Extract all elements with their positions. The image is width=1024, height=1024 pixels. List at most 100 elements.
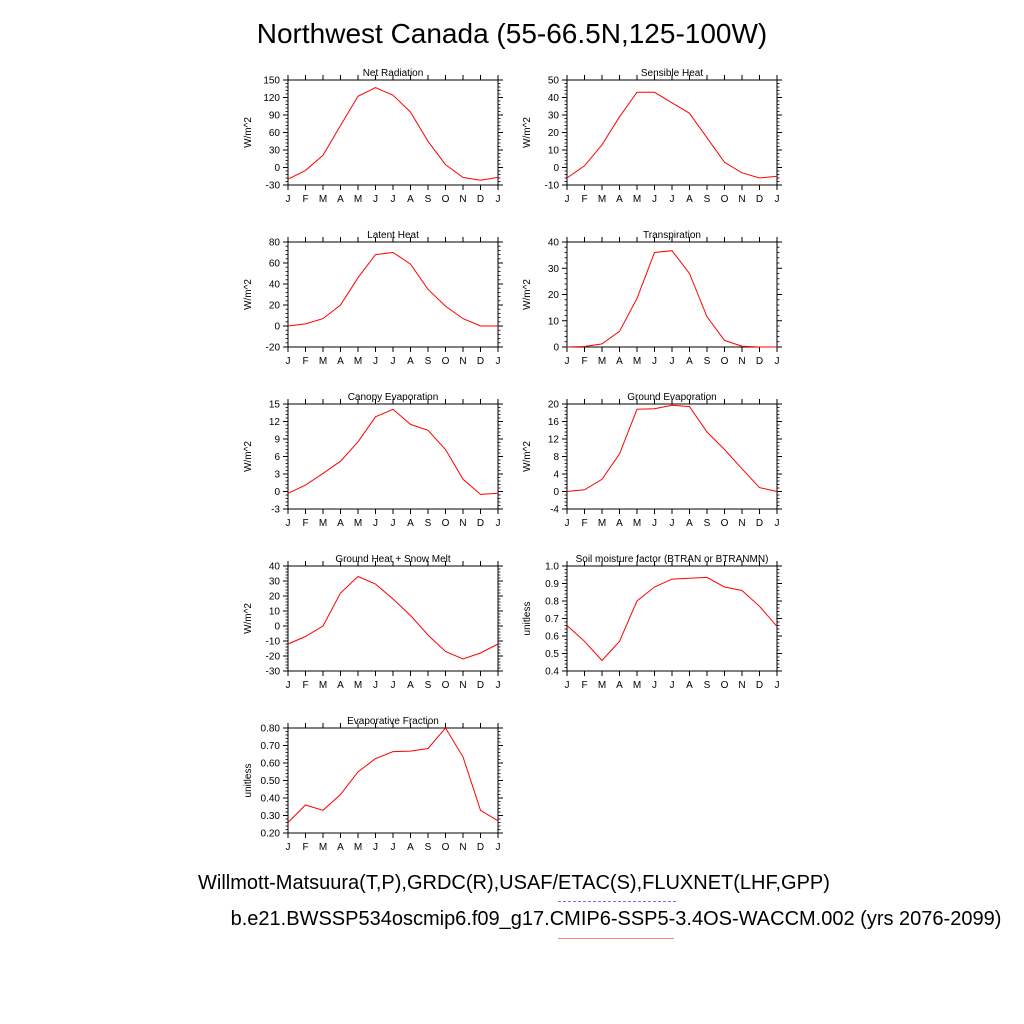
y-tick-label: 40	[269, 280, 281, 291]
footer-case-text: b.e21.BWSSP534oscmip6.f09_g17.CMIP6-SSP5…	[230, 908, 1002, 930]
x-tick-label: M	[354, 680, 362, 691]
x-tick-label: O	[442, 680, 450, 691]
x-tick-label: J	[670, 680, 675, 691]
x-tick-label: J	[391, 356, 396, 367]
x-tick-label: M	[319, 842, 327, 853]
x-tick-label: S	[425, 680, 432, 691]
y-tick-label: -10	[266, 637, 281, 648]
x-tick-label: M	[354, 518, 362, 529]
x-tick-label: S	[425, 518, 432, 529]
y-axis-label: W/m^2	[243, 603, 254, 634]
y-tick-label: 0.4	[545, 667, 559, 678]
x-tick-label: D	[756, 194, 763, 205]
x-tick-label: N	[738, 356, 745, 367]
series-line	[287, 251, 498, 327]
y-tick-label: 20	[548, 400, 560, 411]
y-axis-label: W/m^2	[522, 441, 533, 472]
y-tick-label: 20	[269, 592, 281, 603]
x-tick-label: J	[775, 518, 780, 529]
y-tick-label: 0.8	[545, 597, 559, 608]
y-tick-label: 9	[274, 435, 280, 446]
y-tick-label: 30	[548, 111, 560, 122]
x-tick-label: N	[459, 680, 466, 691]
x-tick-label: F	[302, 680, 308, 691]
y-tick-label: 0.80	[261, 724, 281, 735]
x-tick-label: M	[633, 194, 641, 205]
x-tick-label: A	[616, 356, 623, 367]
x-tick-label: F	[302, 356, 308, 367]
y-tick-label: -4	[550, 505, 559, 516]
x-tick-label: M	[319, 680, 327, 691]
y-tick-label: 0.30	[261, 811, 281, 822]
x-tick-label: J	[373, 842, 378, 853]
y-axis-label: W/m^2	[243, 117, 254, 148]
x-tick-label: A	[337, 518, 344, 529]
x-tick-label: M	[633, 356, 641, 367]
y-tick-label: 0.6	[545, 632, 559, 643]
x-tick-label: D	[477, 842, 484, 853]
y-axis-label: W/m^2	[522, 279, 533, 310]
x-tick-label: A	[686, 680, 693, 691]
x-tick-label: J	[652, 194, 657, 205]
x-tick-label: J	[652, 518, 657, 529]
x-tick-label: N	[459, 356, 466, 367]
x-tick-label: M	[598, 680, 606, 691]
y-tick-label: 40	[548, 93, 560, 104]
y-tick-label: 3	[274, 470, 280, 481]
chart-title: Evaporative Fraction	[347, 716, 439, 727]
y-tick-label: 10	[269, 607, 281, 618]
y-tick-label: 1.0	[545, 562, 559, 573]
x-tick-label: D	[756, 518, 763, 529]
plot-frame	[287, 241, 499, 348]
y-tick-label: 0	[274, 163, 280, 174]
x-tick-label: J	[670, 518, 675, 529]
x-tick-label: M	[319, 518, 327, 529]
x-tick-label: S	[704, 518, 711, 529]
y-tick-label: 4	[553, 470, 559, 481]
x-tick-label: J	[652, 680, 657, 691]
y-tick-label: 6	[274, 452, 280, 463]
x-tick-label: M	[598, 356, 606, 367]
plot-frame	[566, 403, 778, 510]
y-tick-label: 0.40	[261, 794, 281, 805]
x-tick-label: M	[319, 194, 327, 205]
x-tick-label: J	[286, 842, 291, 853]
observations-legend-line	[558, 901, 676, 902]
x-tick-label: A	[616, 680, 623, 691]
x-tick-label: M	[319, 356, 327, 367]
x-tick-label: A	[337, 680, 344, 691]
y-tick-label: -3	[271, 505, 280, 516]
x-tick-label: N	[738, 518, 745, 529]
y-tick-label: 30	[548, 264, 560, 275]
y-tick-label: 40	[269, 562, 281, 573]
x-tick-label: S	[425, 842, 432, 853]
x-tick-label: J	[565, 518, 570, 529]
y-tick-label: 50	[548, 76, 560, 87]
x-tick-label: D	[477, 518, 484, 529]
y-tick-label: 15	[269, 400, 281, 411]
y-axis-label: W/m^2	[243, 279, 254, 310]
footer-observations-text: Willmott-Matsuura(T,P),GRDC(R),USAF/ETAC…	[198, 872, 830, 894]
y-tick-label: 0.20	[261, 829, 281, 840]
x-tick-label: F	[581, 356, 587, 367]
y-tick-label: 30	[269, 146, 281, 157]
chart-panel-9: Evaporative Fraction unitless 0.20 0.30 0.40…	[243, 716, 503, 853]
series-line	[566, 91, 778, 179]
x-tick-label: J	[652, 356, 657, 367]
chart-title: Canopy Evaporation	[348, 392, 439, 403]
y-tick-label: 20	[269, 301, 281, 312]
y-tick-label: 90	[269, 111, 281, 122]
y-tick-label: -20	[266, 652, 281, 663]
x-tick-label: F	[302, 518, 308, 529]
x-tick-label: N	[459, 842, 466, 853]
series-line	[566, 404, 778, 492]
plot-frame	[566, 565, 778, 672]
x-tick-label: F	[581, 518, 587, 529]
plot-frame	[287, 565, 499, 672]
y-axis-label: unitless	[243, 764, 254, 798]
series-line	[287, 87, 499, 181]
y-tick-label: 0.9	[545, 579, 559, 590]
